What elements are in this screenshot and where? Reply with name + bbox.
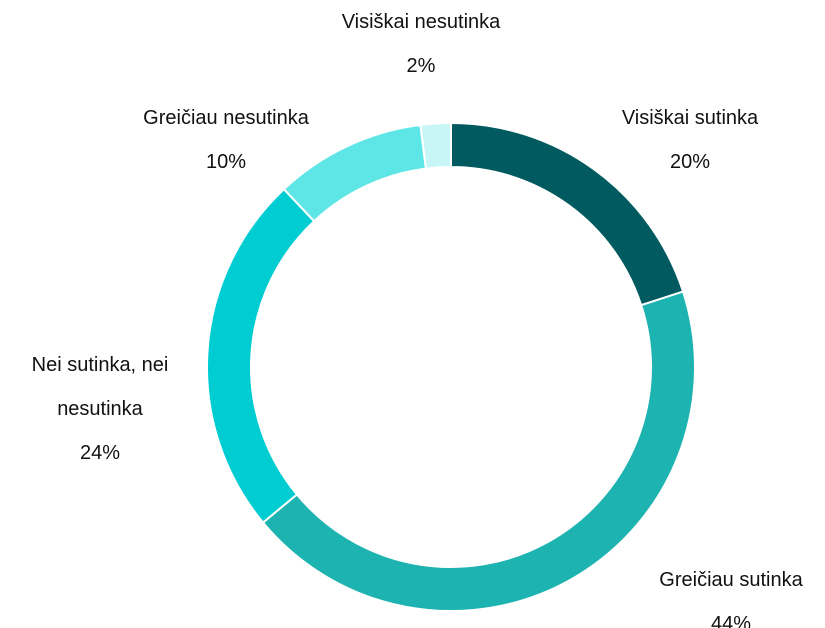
slice bbox=[206, 187, 316, 524]
data-label: Visiškai nesutinka 2% bbox=[291, 0, 551, 88]
category-label: Visiškai sutinka bbox=[621, 107, 759, 129]
value-label: 10% bbox=[205, 151, 247, 173]
slice bbox=[261, 290, 696, 612]
value-label: 44% bbox=[710, 613, 752, 628]
category-label: Greičiau sutinka bbox=[659, 569, 803, 591]
value-label: 24% bbox=[79, 442, 121, 464]
data-label: Greičiau nesutinka 10% bbox=[96, 96, 356, 184]
data-label: Visiškai sutinka 20% bbox=[560, 96, 820, 184]
slice bbox=[419, 121, 452, 170]
value-label: 2% bbox=[406, 55, 436, 77]
category-label: Visiškai nesutinka bbox=[341, 11, 501, 33]
data-label: Greičiau sutinka 44% bbox=[641, 558, 821, 628]
category-label: Greičiau nesutinka bbox=[143, 107, 309, 129]
data-label: Nei sutinka, nei nesutinka 24% bbox=[5, 343, 195, 475]
category-label: Nei sutinka, nei nesutinka bbox=[31, 354, 169, 420]
value-label: 20% bbox=[669, 151, 711, 173]
